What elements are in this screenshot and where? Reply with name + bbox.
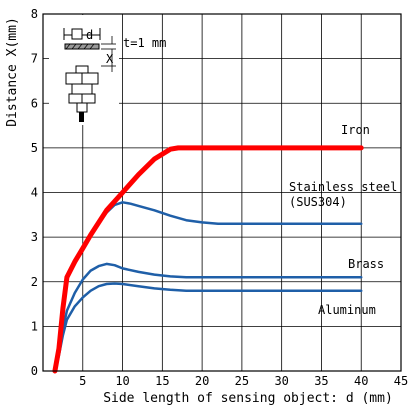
x-tick-label: 5 — [79, 374, 86, 388]
thickness-label: t=1 mm — [123, 36, 166, 50]
y-tick-label: 6 — [31, 96, 38, 110]
target-square-icon — [71, 28, 83, 40]
y-tick-label: 1 — [31, 319, 38, 333]
x-tick-label: 25 — [235, 374, 249, 388]
d-label: d — [86, 28, 93, 42]
series-line-iron — [52, 145, 364, 374]
sensor-diagram: d t=1 mm X — [49, 15, 166, 125]
y-tick-label: 0 — [31, 364, 38, 378]
y-axis-title: Distance X(mm) — [5, 17, 20, 127]
x-tick-label: 45 — [394, 374, 408, 388]
sensor-tail — [76, 102, 88, 113]
x-tick-label: 30 — [274, 374, 288, 388]
label-brass: Brass — [348, 257, 384, 271]
label-iron: Iron — [341, 123, 370, 137]
plot-frame — [42, 13, 402, 372]
target-plate — [64, 43, 100, 50]
series-line-aluminum — [53, 282, 363, 373]
y-tick-label: 2 — [31, 275, 38, 289]
label-sus304: (SUS304) — [289, 195, 347, 209]
y-tick-label: 4 — [31, 186, 38, 200]
x-axis-title: Side length of sensing object: d (mm) — [103, 391, 393, 406]
x-tick-label: 40 — [354, 374, 368, 388]
sensor-body — [71, 83, 93, 95]
y-tick-label: 3 — [31, 230, 38, 244]
y-tick-label: 7 — [31, 52, 38, 66]
sensor-head — [75, 65, 89, 74]
x-tick-label: 15 — [155, 374, 169, 388]
series-line-brass — [53, 262, 363, 373]
sensor-cable — [79, 112, 84, 122]
x-tick-label: 10 — [115, 374, 129, 388]
label-aluminum: Aluminum — [318, 303, 376, 317]
y-tick-label: 5 — [31, 141, 38, 155]
x-tick-label: 20 — [195, 374, 209, 388]
x-tick-label: 35 — [314, 374, 328, 388]
y-tick-label: 8 — [31, 7, 38, 21]
label-stainless-steel: Stainless steel — [289, 180, 397, 194]
x-distance-label: X — [106, 52, 114, 66]
series-lines — [52, 145, 364, 374]
